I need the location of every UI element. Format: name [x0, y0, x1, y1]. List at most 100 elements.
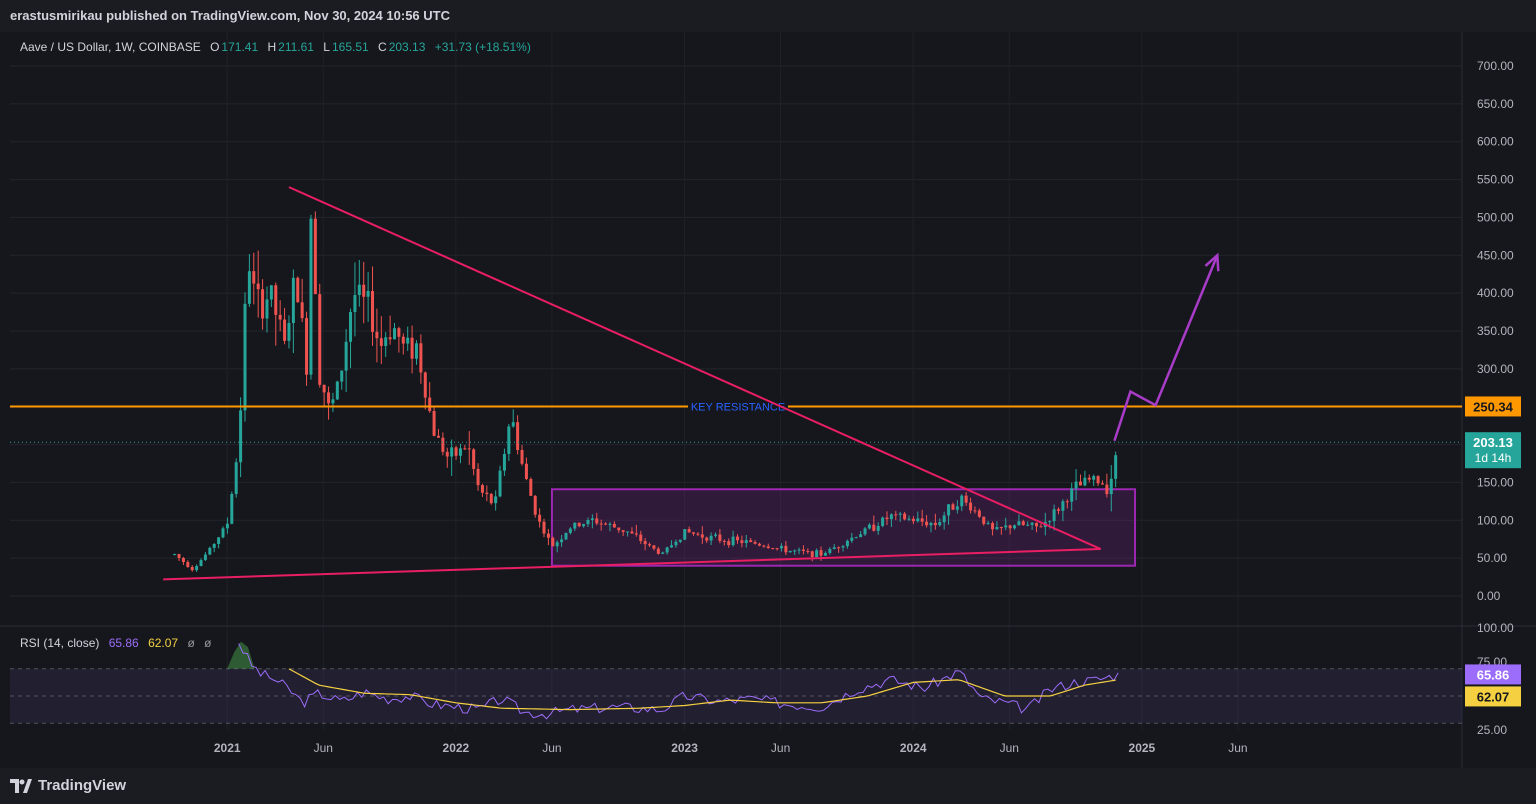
candle-body [1087, 477, 1091, 480]
x-tick-label: 2025 [1129, 741, 1156, 755]
x-tick-label: 2024 [900, 741, 927, 755]
projection-arrow-path[interactable] [1113, 254, 1219, 442]
candle-body [1096, 476, 1100, 484]
candle-body [779, 545, 783, 549]
candle-body [951, 504, 955, 510]
candle-body [516, 422, 520, 451]
candle-body [243, 303, 247, 411]
candle-body [925, 521, 929, 526]
rsi-ma-tag [1465, 686, 1521, 707]
candle-body [221, 528, 225, 538]
rsi-label[interactable]: RSI (14, close) [20, 636, 100, 650]
candle-body [252, 271, 256, 284]
candle-body [793, 550, 797, 552]
candle-body [863, 528, 867, 535]
candle-body [903, 513, 907, 520]
candle-body [859, 534, 863, 538]
y-tick-label: 650.00 [1477, 97, 1514, 111]
rsi-line [238, 643, 1119, 720]
chart-canvas[interactable]: 700.00 650.00 600.00 550.00 500.00 450.00 400.… [0, 32, 1536, 768]
candle-body [313, 218, 317, 295]
candle-body [568, 528, 572, 533]
candle-body [529, 479, 533, 496]
x-tick-label: Jun [1228, 741, 1247, 755]
candle-body [986, 523, 990, 525]
candle-body [709, 535, 713, 541]
candle-body [867, 524, 871, 529]
candle-body [1052, 509, 1056, 522]
candle-body [353, 295, 357, 313]
candle-body [823, 552, 827, 556]
candle-body [784, 545, 788, 553]
candle-body [652, 545, 656, 549]
candle-body [753, 542, 757, 544]
candle-body [960, 495, 964, 507]
candle-body [810, 551, 814, 558]
candle-body [977, 510, 981, 517]
change-value: +31.73 (+18.51%) [434, 40, 531, 54]
candle-body [371, 291, 375, 332]
candle-body [670, 545, 674, 548]
candle-body [1105, 484, 1109, 495]
candle-body [634, 533, 638, 535]
candle-body [850, 537, 854, 541]
candle-body [1039, 526, 1043, 528]
candle-body [502, 453, 506, 471]
x-tick-label: Jun [542, 741, 561, 755]
descending-trendline[interactable] [288, 186, 1102, 550]
rsi-ma-line [288, 668, 1116, 711]
candle-body [801, 549, 805, 552]
candle-body [278, 314, 282, 320]
candle-body [239, 410, 243, 463]
candle-body [498, 470, 502, 497]
y-tick-label: 700.00 [1477, 59, 1514, 73]
key-resistance-label-bg [688, 398, 788, 415]
candle-body [837, 547, 841, 549]
candle-body [507, 426, 511, 454]
candle-body [911, 518, 915, 522]
candle-body [428, 397, 432, 412]
candle-body [766, 546, 770, 549]
candle-body [889, 514, 893, 520]
candle-body [203, 554, 207, 561]
candle-body [441, 437, 445, 452]
rsi-y-tick-label: 100.00 [1477, 621, 1514, 635]
candles-group [173, 211, 1118, 572]
candle-body [467, 448, 471, 450]
candle-body [305, 318, 309, 375]
candle-body [318, 294, 322, 385]
candle-body [256, 283, 260, 290]
candle-body [1017, 521, 1021, 526]
high-label: H [267, 40, 277, 54]
candle-body [876, 525, 880, 531]
candle-body [309, 218, 313, 375]
candle-body [327, 392, 331, 404]
y-tick-label: 350.00 [1477, 324, 1514, 338]
symbol-label[interactable]: Aave / US Dollar, 1W, COINBASE [20, 40, 201, 54]
candle-body [577, 522, 581, 527]
ascending-trendline[interactable] [163, 548, 1101, 581]
y-tick-label: 500.00 [1477, 210, 1514, 224]
candle-body [806, 551, 810, 553]
candle-body [458, 448, 462, 456]
candle-body [1083, 477, 1087, 486]
candle-body [744, 540, 748, 544]
x-tick-label: Jun [1000, 741, 1019, 755]
candle-body [340, 370, 344, 382]
candle-body [546, 533, 550, 538]
open-label: O [210, 40, 220, 54]
candle-body [982, 516, 986, 524]
candle-body [819, 550, 823, 556]
candle-body [414, 343, 418, 359]
candle-body [995, 527, 999, 530]
tradingview-logo-icon[interactable] [10, 779, 32, 793]
y-tick-label: 600.00 [1477, 135, 1514, 149]
candle-body [907, 518, 911, 520]
tradingview-brand[interactable]: TradingView [38, 777, 127, 794]
countdown-label: 1d 14h [1475, 451, 1512, 465]
low-label: L [323, 40, 330, 54]
candle-body [1057, 509, 1061, 511]
candle-body [885, 517, 889, 520]
candle-body [489, 493, 493, 504]
accumulation-range-box[interactable] [550, 488, 1137, 567]
